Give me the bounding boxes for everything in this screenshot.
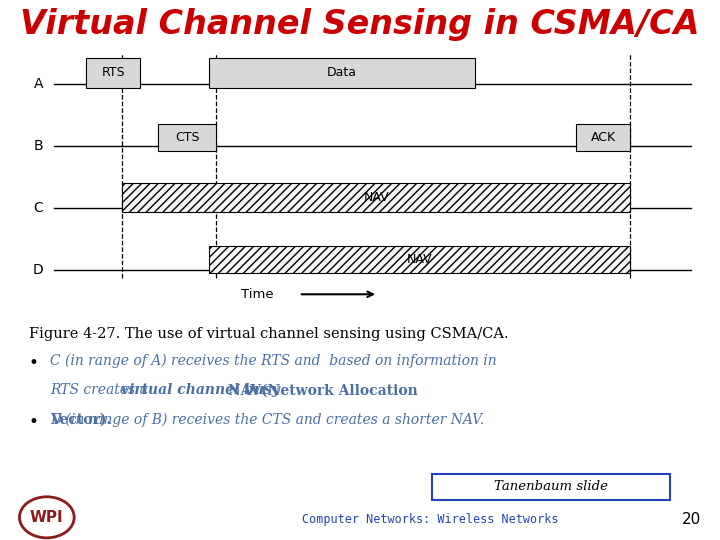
Text: Vector).: Vector).: [50, 413, 112, 427]
Bar: [432, 474, 670, 500]
Text: Time: Time: [241, 288, 274, 301]
Text: NAV: NAV: [407, 253, 432, 266]
Text: Virtual Channel Sensing in CSMA/CA: Virtual Channel Sensing in CSMA/CA: [20, 8, 700, 41]
Text: NAV: NAV: [364, 191, 389, 204]
Text: RTS creates a: RTS creates a: [50, 383, 153, 397]
Text: Computer Networks: Wireless Networks: Computer Networks: Wireless Networks: [302, 514, 559, 526]
Text: Figure 4-27. The use of virtual channel sensing using CSMA/CA.: Figure 4-27. The use of virtual channel …: [29, 327, 508, 341]
Text: 20: 20: [682, 511, 701, 526]
Text: C: C: [33, 201, 43, 215]
Text: WPI: WPI: [30, 510, 63, 525]
Bar: [122, 183, 630, 212]
Text: D (in range of B) receives the CTS and creates a shorter NAV.: D (in range of B) receives the CTS and c…: [50, 413, 485, 428]
Bar: [158, 124, 216, 151]
Text: C (in range of A) receives the RTS and  based on information in: C (in range of A) receives the RTS and b…: [50, 354, 497, 368]
Bar: [209, 246, 630, 273]
Text: RTS: RTS: [102, 66, 125, 79]
Text: Data: Data: [327, 66, 357, 79]
Text: NAV(Network Allocation: NAV(Network Allocation: [223, 383, 418, 397]
Text: Tanenbaum slide: Tanenbaum slide: [494, 480, 608, 493]
Bar: [86, 58, 140, 87]
Text: virtual channel busy: virtual channel busy: [121, 383, 280, 397]
Text: D: D: [32, 263, 43, 277]
Text: ACK: ACK: [590, 131, 616, 144]
Bar: [576, 124, 630, 151]
Text: •: •: [29, 413, 39, 431]
Text: •: •: [29, 354, 39, 372]
Text: CTS: CTS: [175, 131, 199, 144]
Text: A: A: [34, 77, 43, 91]
Text: B: B: [34, 139, 43, 153]
Bar: [209, 58, 475, 87]
